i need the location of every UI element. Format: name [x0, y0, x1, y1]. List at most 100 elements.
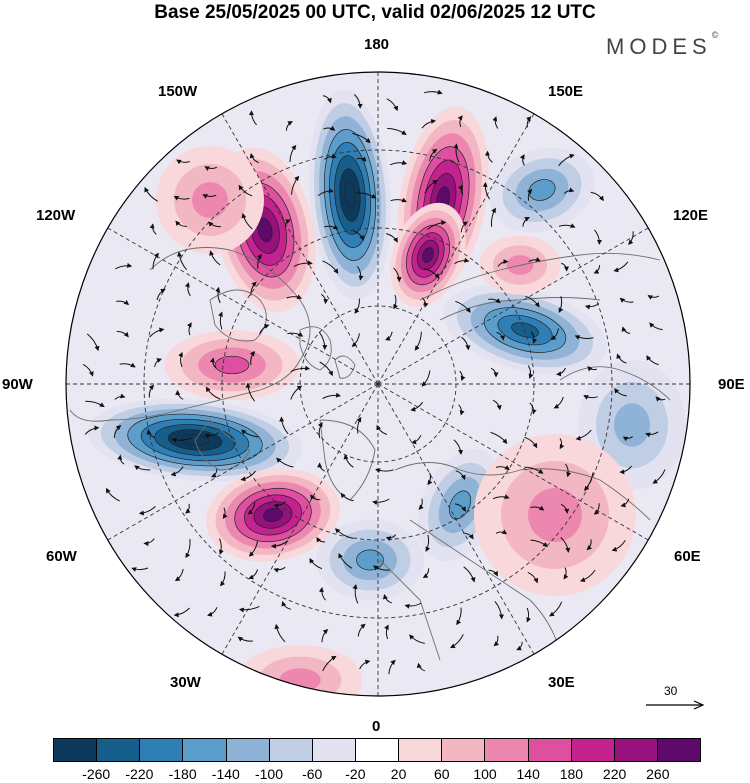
wind-vector	[524, 466, 544, 474]
wind-vector	[259, 324, 270, 335]
colorbar-tick-label: -20	[345, 766, 366, 782]
wind-vector	[324, 224, 339, 230]
lon-label-150E: 150E	[548, 83, 584, 100]
wind-vector	[154, 358, 162, 367]
wind-vector	[215, 286, 221, 304]
wind-vector	[558, 296, 564, 313]
wind-vector	[565, 463, 572, 478]
wind-vector	[116, 330, 129, 338]
colorbar-tick-label: 60	[434, 766, 450, 782]
wind-vector	[352, 132, 371, 144]
wind-vector	[152, 252, 159, 270]
brand-text: MODES	[606, 34, 712, 59]
wind-vector	[240, 470, 256, 482]
wind-vector	[175, 220, 187, 228]
wind-vector	[558, 153, 575, 166]
wind-vector	[382, 594, 392, 604]
wind-vector	[556, 367, 566, 377]
wind-vector	[287, 331, 304, 337]
wind-vector	[372, 498, 390, 505]
colorbar-tick-label: 20	[390, 766, 407, 782]
wind-vector	[170, 466, 184, 477]
wind-vector	[524, 436, 538, 449]
colorbar-swatch	[355, 739, 400, 761]
wind-vectors	[82, 89, 666, 675]
wind-vector	[249, 153, 259, 164]
wind-vector	[156, 288, 166, 301]
wind-vector	[563, 187, 575, 195]
wind-vector	[176, 159, 190, 165]
wind-vector	[574, 335, 594, 340]
colorbar-swatch	[528, 739, 572, 761]
wind-vector	[356, 416, 362, 434]
wind-vector	[134, 465, 151, 471]
wind-vector	[256, 253, 262, 270]
anomaly-center	[206, 468, 340, 562]
colorbar-tick-label: 180	[559, 766, 584, 782]
wind-vector	[529, 402, 537, 415]
wind-vector	[343, 454, 354, 468]
wind-vector	[457, 184, 464, 195]
wind-vector	[614, 388, 627, 397]
wind-vector	[387, 127, 407, 136]
wind-vector	[488, 569, 498, 577]
wind-vector	[148, 384, 155, 398]
wind-vector	[248, 569, 259, 580]
wind-vector	[526, 116, 532, 128]
graticule	[66, 72, 690, 696]
wind-vector	[131, 567, 149, 572]
wind-vector	[323, 125, 336, 131]
colorbar-swatch	[97, 739, 141, 761]
wind-vector	[490, 367, 499, 378]
wind-vector	[528, 256, 541, 263]
wind-vector	[422, 568, 430, 579]
meridian-line	[377, 383, 649, 541]
wind-vector	[427, 220, 447, 230]
wind-vector	[322, 260, 339, 274]
wind-vector	[429, 148, 438, 162]
wind-vector	[646, 355, 659, 366]
wind-vector	[490, 431, 508, 444]
colorbar-tick-label: -180	[168, 766, 197, 782]
wind-vector	[290, 175, 300, 195]
colorbar-swatch	[54, 739, 98, 761]
colorbar-tick-label: -140	[211, 766, 240, 782]
wind-vector	[116, 299, 130, 306]
wind-vector	[494, 600, 504, 620]
wind-vector	[527, 571, 539, 584]
colorbar-swatch	[312, 739, 356, 761]
wind-vector	[455, 300, 471, 313]
wind-vector	[457, 115, 463, 127]
wind-vector	[525, 295, 540, 308]
wind-vector	[146, 429, 156, 439]
wind-vector	[241, 429, 260, 438]
colorbar-tick-label: -220	[125, 766, 154, 782]
wind-vector	[279, 416, 289, 435]
wind-vector	[204, 166, 218, 171]
wind-vector	[356, 156, 367, 162]
wind-vector	[463, 532, 474, 540]
wind-vector	[174, 569, 184, 582]
wind-vector	[388, 659, 396, 675]
colorbar-tick-label: -100	[254, 766, 284, 782]
meridian-line	[107, 383, 379, 541]
wind-vector	[519, 154, 525, 166]
wind-vector	[351, 333, 360, 347]
wind-vector	[527, 365, 534, 379]
wind-vector	[117, 454, 125, 465]
wind-vector	[310, 494, 321, 501]
reference-vector-label: 30	[664, 684, 678, 698]
wind-vector	[114, 393, 126, 400]
wind-vector	[454, 257, 470, 265]
colorbar-swatch	[657, 739, 701, 761]
wind-vector	[85, 400, 105, 408]
lon-label-90E: 90E	[718, 376, 745, 393]
wind-vector	[284, 219, 291, 228]
wind-vector	[149, 327, 165, 338]
wind-vector	[410, 401, 424, 412]
map-border	[65, 71, 691, 697]
wind-vector	[583, 395, 598, 400]
wind-vector	[530, 505, 545, 511]
wind-vector	[393, 294, 398, 310]
wind-vector	[530, 331, 538, 344]
